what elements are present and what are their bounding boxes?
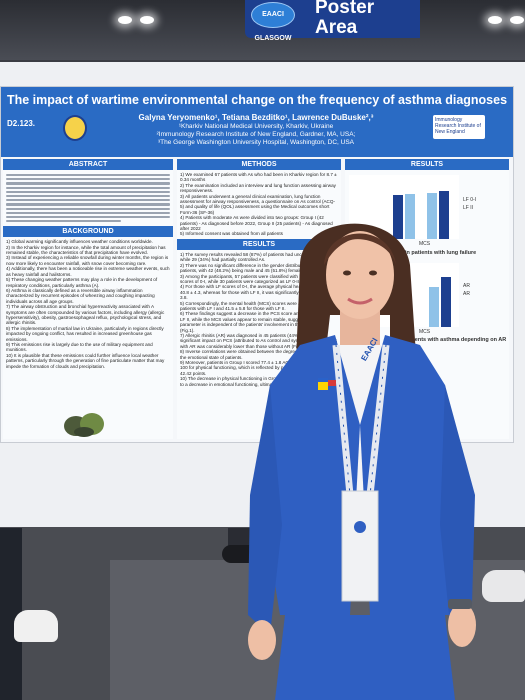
results-item: 8) Inverse correlations were obtained be…: [180, 349, 333, 360]
poster-code: D2.123.: [7, 119, 36, 128]
background-item: 9) This emissions rise is largely due to…: [6, 341, 153, 353]
bystander-shoe: [14, 610, 58, 642]
wristwatch: [448, 599, 472, 609]
left-column: ABSTRACT BACKGROUND 1) Global warming si…: [3, 159, 173, 439]
abstract-text: [3, 170, 173, 226]
chart-bar: [427, 193, 437, 239]
banner-logo: EAACI GLASGOW: [251, 2, 295, 42]
poster-authors: Galyna Yeryomenko¹, Tetiana Bezditko¹, L…: [101, 113, 411, 147]
background-item: 10) It is plausible that these emissions…: [6, 352, 165, 369]
background-item: 3) Instead of experiencing a reliable sn…: [6, 255, 169, 266]
results-item: 6) These findings suggest a decrease in …: [180, 311, 335, 333]
results-item: 1) The survey results revealed 58 (87%) …: [180, 251, 327, 263]
results-item: 2) There was no significant difference i…: [180, 262, 324, 274]
blazer-left: [262, 335, 360, 615]
background-item: 8) The implementation of martial law in …: [6, 325, 164, 342]
background-heading: BACKGROUND: [3, 226, 173, 238]
methods-item: 2) The examination included an interview…: [180, 182, 336, 194]
legend-label: LF II: [463, 205, 474, 211]
poster-header: The impact of wartime environmental chan…: [1, 87, 513, 157]
affiliation: ³The George Washington University Hospit…: [157, 139, 355, 146]
chart-bar: [405, 194, 415, 239]
poster-area-banner: EAACI GLASGOW Poster Area: [245, 0, 420, 42]
abstract-heading: ABSTRACT: [3, 159, 173, 170]
name-badge: [341, 490, 379, 602]
results-item: 3) Among the participants, 57 patients w…: [180, 273, 330, 284]
bystander-leg: [0, 528, 22, 700]
background-item: 2) In the Kharkiv region for instance, w…: [6, 244, 166, 256]
methods-item: 3) All patients underwent a general clin…: [180, 193, 335, 215]
background-list: 1) Global warming significantly influenc…: [3, 237, 173, 371]
methods-heading: METHODS: [177, 159, 341, 170]
results-item: 4) For those with LF scores of 0-I, the …: [180, 284, 331, 301]
results-heading: RESULTS: [345, 159, 509, 170]
legend-label: AR: [463, 283, 470, 289]
ceiling-light: [488, 16, 502, 24]
methods-item: 4) Patients with moderate As were divide…: [180, 215, 333, 232]
chart-category-label: MCS: [419, 329, 431, 335]
results-item: 10) The decrease in physical functioning…: [180, 376, 336, 387]
bystander-shoe: [482, 570, 525, 602]
background-item: 4) Additionally, there has been a notice…: [6, 266, 170, 277]
chart-title: in patients with lung failure: [405, 250, 477, 256]
author-names: Galyna Yeryomenko¹, Tetiana Bezditko¹, L…: [138, 113, 374, 122]
methods-list: 1) We examined 67 patients with As who h…: [177, 170, 341, 239]
chart-bar: [393, 195, 403, 239]
ceiling-light: [140, 16, 154, 24]
results-item: 7) Allergic rhinitis (AR) was diagnosed …: [180, 332, 338, 349]
chart-bar: [441, 277, 451, 327]
banner-title: Poster Area: [315, 0, 375, 38]
methods-item: 1) We examined 67 patients with As who h…: [180, 172, 337, 183]
chart-category-label: MCS: [419, 241, 431, 247]
results-item: 5) Correspondingly, the mental health (M…: [180, 300, 326, 311]
affiliation: ¹Kharkiv National Medical University, Kh…: [178, 123, 334, 130]
results-heading-2: RESULTS: [177, 238, 341, 250]
chart-bar: [439, 191, 449, 239]
institute-logo: Immunology Research Institute of New Eng…: [433, 115, 485, 139]
background-item: 7) The airway obstruction and bronchial …: [6, 304, 165, 326]
ceiling-light: [118, 16, 132, 24]
results-list: 1) The survey results revealed 58 (87%) …: [177, 250, 341, 389]
ceiling-light: [510, 16, 524, 24]
trousers: [275, 615, 455, 700]
face: [326, 231, 394, 319]
background-item: 1) Global warming significantly influenc…: [6, 239, 153, 245]
university-emblem-icon: [63, 115, 87, 141]
poster-title: The impact of wartime environmental chan…: [6, 93, 508, 107]
chart-bar: [429, 287, 439, 327]
results-item: 9) Moreover, patients in Group I scored …: [180, 360, 336, 376]
chart-title: patients with asthma depending on AR: [405, 337, 507, 343]
background-item: 6) Asthma is classically defined as a re…: [6, 287, 155, 304]
background-item: 5) These changing weather patterns may p…: [6, 277, 158, 288]
legend-label: LF 0-I: [463, 197, 477, 203]
methods-item: 5) Informed consent was obtained from al…: [180, 231, 283, 237]
poster-illustration: [64, 413, 104, 437]
presenter-person: [248, 223, 476, 700]
legend-label: AR: [463, 291, 470, 297]
blazer-right: [360, 335, 465, 615]
affiliation: ²Immunology Research Institute of New En…: [156, 131, 356, 138]
